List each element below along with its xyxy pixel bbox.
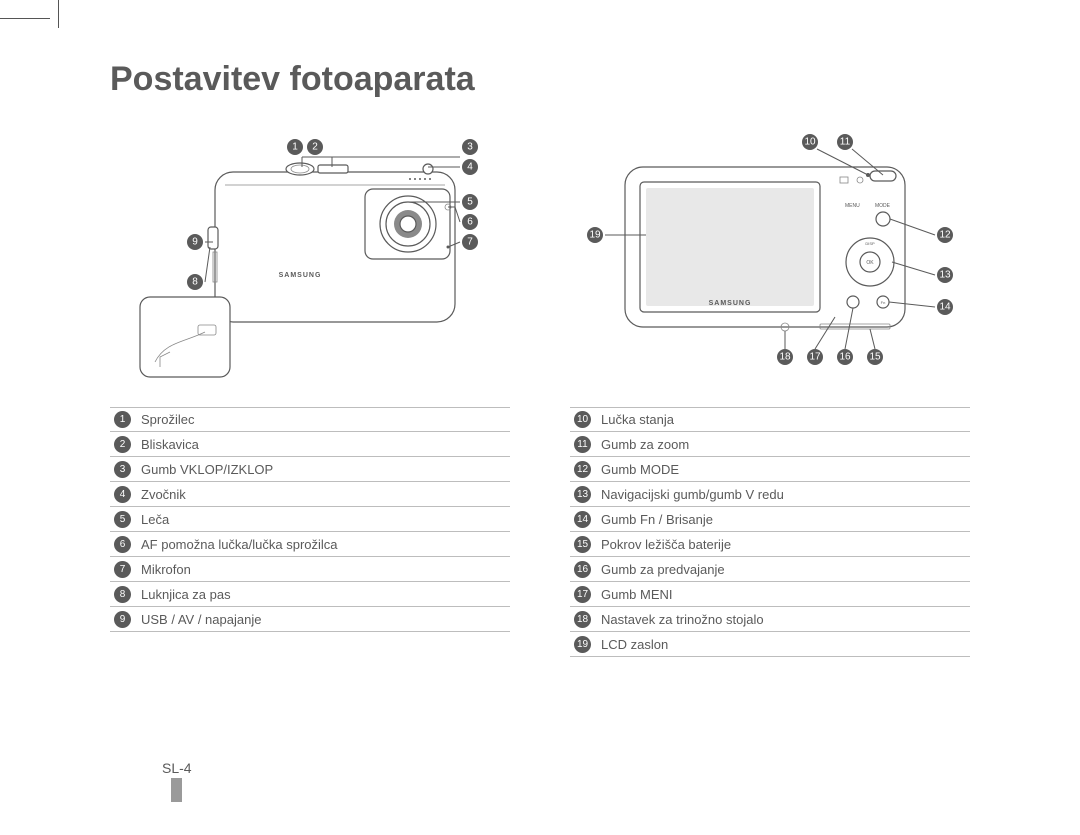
legend-row: 5 Leča bbox=[110, 507, 510, 532]
legend-label: Gumb za predvajanje bbox=[601, 562, 725, 577]
legend-label: Luknjica za pas bbox=[141, 587, 231, 602]
legend-number-badge: 8 bbox=[114, 586, 131, 603]
crop-mark-horizontal bbox=[0, 18, 50, 19]
legend-label: AF pomožna lučka/lučka sprožilca bbox=[141, 537, 338, 552]
legend-label: Pokrov ležišča baterije bbox=[601, 537, 731, 552]
callout-number: 5 bbox=[467, 197, 473, 208]
callout-number: 12 bbox=[939, 230, 951, 241]
page-footer: SL-4 bbox=[162, 760, 192, 802]
legend-number-badge: 13 bbox=[574, 486, 591, 503]
legend-row: 4 Zvočnik bbox=[110, 482, 510, 507]
svg-text:OK: OK bbox=[866, 260, 874, 266]
legend-label: Gumb Fn / Brisanje bbox=[601, 512, 713, 527]
legend-row: 17 Gumb MENI bbox=[570, 582, 970, 607]
svg-text:SAMSUNG: SAMSUNG bbox=[709, 300, 752, 307]
legend-row: 8 Luknjica za pas bbox=[110, 582, 510, 607]
legend-label: USB / AV / napajanje bbox=[141, 612, 261, 627]
legend-right: 10Lučka stanja11Gumb za zoom12Gumb MODE1… bbox=[570, 407, 970, 657]
callout-number: 9 bbox=[192, 237, 198, 248]
legend-left: 1 Sprožilec 2 Bliskavica 3 Gumb VKLOP/IZKLOP 4… bbox=[110, 407, 510, 657]
callout-number: 1 bbox=[292, 142, 298, 153]
legend-number-badge: 7 bbox=[114, 561, 131, 578]
front-diagram: SAMSUNG bbox=[110, 127, 510, 387]
legend-row: 18 Nastavek za trinožno stojalo bbox=[570, 607, 970, 632]
legend-label: Bliskavica bbox=[141, 437, 199, 452]
callout-number: 18 bbox=[779, 352, 791, 363]
svg-text:MODE: MODE bbox=[875, 203, 891, 209]
legend-number-badge: 12 bbox=[574, 461, 591, 478]
legend-number-badge: 16 bbox=[574, 561, 591, 578]
legend-number-badge: 17 bbox=[574, 586, 591, 603]
callout-number: 15 bbox=[869, 352, 881, 363]
page-content: Postavitev fotoaparata bbox=[110, 60, 970, 657]
legend-label: Leča bbox=[141, 512, 169, 527]
callout-number: 6 bbox=[467, 217, 473, 228]
callout-number: 11 bbox=[840, 137, 851, 148]
legend-row: 3 Gumb VKLOP/IZKLOP bbox=[110, 457, 510, 482]
legend-row: 10 Lučka stanja bbox=[570, 407, 970, 432]
legend-number-badge: 4 bbox=[114, 486, 131, 503]
legend-label: Zvočnik bbox=[141, 487, 186, 502]
legend-row: 16 Gumb za predvajanje bbox=[570, 557, 970, 582]
svg-text:DISP: DISP bbox=[865, 241, 875, 246]
legend-row: 12 Gumb MODE bbox=[570, 457, 970, 482]
callout-number: 10 bbox=[804, 137, 816, 148]
legend-label: Gumb za zoom bbox=[601, 437, 689, 452]
legend-number-badge: 15 bbox=[574, 536, 591, 553]
callout-number: 19 bbox=[589, 230, 601, 241]
svg-text:Fn: Fn bbox=[881, 300, 886, 305]
legend-row: 2 Bliskavica bbox=[110, 432, 510, 457]
legend-label: Nastavek za trinožno stojalo bbox=[601, 612, 764, 627]
legend-number-badge: 9 bbox=[114, 611, 131, 628]
page-number-bar bbox=[171, 778, 182, 802]
crop-mark-vertical bbox=[58, 0, 59, 28]
legend-row: 13 Navigacijski gumb/gumb V redu bbox=[570, 482, 970, 507]
legend-row: 1 Sprožilec bbox=[110, 407, 510, 432]
legend-row: 14 Gumb Fn / Brisanje bbox=[570, 507, 970, 532]
callout-number: 13 bbox=[939, 270, 951, 281]
callout-number: 4 bbox=[467, 162, 473, 173]
legend-number-badge: 19 bbox=[574, 636, 591, 653]
legend-number-badge: 5 bbox=[114, 511, 131, 528]
legend-number-badge: 14 bbox=[574, 511, 591, 528]
page-title: Postavitev fotoaparata bbox=[110, 60, 970, 99]
legend-number-badge: 2 bbox=[114, 436, 131, 453]
legend-number-badge: 1 bbox=[114, 411, 131, 428]
callout-number: 7 bbox=[467, 237, 473, 248]
callout-number: 14 bbox=[939, 302, 951, 313]
legend-number-badge: 11 bbox=[574, 436, 591, 453]
legend-row: 6 AF pomožna lučka/lučka sprožilca bbox=[110, 532, 510, 557]
legend-label: Gumb MODE bbox=[601, 462, 679, 477]
diagram-row: SAMSUNG bbox=[110, 127, 970, 387]
legend-row: 7 Mikrofon bbox=[110, 557, 510, 582]
legend-number-badge: 18 bbox=[574, 611, 591, 628]
brand-text: SAMSUNG bbox=[279, 272, 322, 279]
legend-number-badge: 3 bbox=[114, 461, 131, 478]
legend-label: Mikrofon bbox=[141, 562, 191, 577]
legend-label: Gumb VKLOP/IZKLOP bbox=[141, 462, 273, 477]
legend-columns: 1 Sprožilec 2 Bliskavica 3 Gumb VKLOP/IZKLOP 4… bbox=[110, 407, 970, 657]
legend-number-badge: 6 bbox=[114, 536, 131, 553]
callout-number: 16 bbox=[839, 352, 851, 363]
legend-label: Navigacijski gumb/gumb V redu bbox=[601, 487, 784, 502]
callout-number: 3 bbox=[467, 142, 473, 153]
legend-label: Sprožilec bbox=[141, 412, 194, 427]
legend-row: 19 LCD zaslon bbox=[570, 632, 970, 657]
svg-text:MENU: MENU bbox=[845, 203, 860, 209]
legend-row: 11 Gumb za zoom bbox=[570, 432, 970, 457]
back-diagram: SAMSUNG MENU MODE OK DISP bbox=[570, 127, 970, 387]
callout-number: 8 bbox=[192, 277, 198, 288]
callout-number: 17 bbox=[809, 352, 821, 363]
legend-row: 15 Pokrov ležišča baterije bbox=[570, 532, 970, 557]
legend-label: LCD zaslon bbox=[601, 637, 668, 652]
legend-label: Gumb MENI bbox=[601, 587, 673, 602]
legend-number-badge: 10 bbox=[574, 411, 591, 428]
legend-row: 9 USB / AV / napajanje bbox=[110, 607, 510, 632]
page-number: SL-4 bbox=[162, 760, 192, 776]
callout-number: 2 bbox=[312, 142, 318, 153]
legend-label: Lučka stanja bbox=[601, 412, 674, 427]
